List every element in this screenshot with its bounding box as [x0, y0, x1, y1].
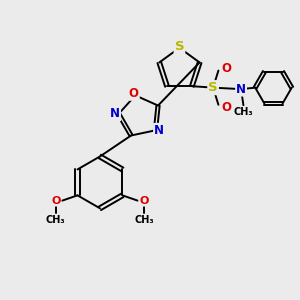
Text: O: O — [222, 62, 232, 75]
Text: CH₃: CH₃ — [234, 107, 253, 117]
Text: O: O — [140, 196, 149, 206]
Text: CH₃: CH₃ — [134, 215, 154, 225]
Text: S: S — [175, 40, 184, 53]
Text: CH₃: CH₃ — [46, 215, 65, 225]
Text: O: O — [129, 87, 139, 100]
Text: O: O — [51, 196, 60, 206]
Text: S: S — [208, 81, 218, 94]
Text: O: O — [222, 100, 232, 114]
Text: N: N — [154, 124, 164, 137]
Text: N: N — [110, 107, 120, 120]
Text: N: N — [236, 82, 246, 96]
